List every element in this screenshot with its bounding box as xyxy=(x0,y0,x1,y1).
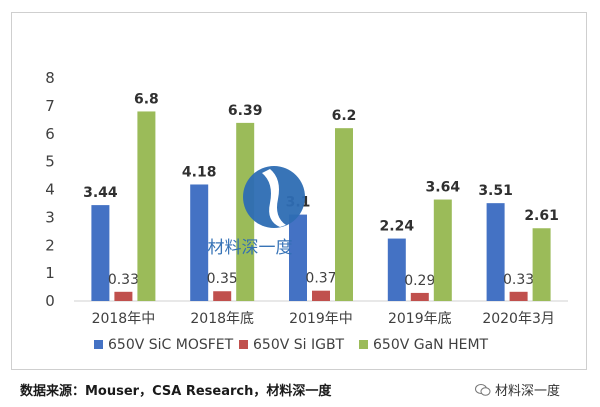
badge-text: 材料深一度 xyxy=(495,384,561,399)
legend-swatch xyxy=(359,340,368,349)
y-tick-label: 8 xyxy=(45,69,55,87)
watermark-logo: 材料深一度 xyxy=(208,166,305,258)
bar xyxy=(137,111,156,301)
legend-swatch xyxy=(94,340,103,349)
y-tick-label: 0 xyxy=(45,292,55,310)
data-label: 3.51 xyxy=(478,183,513,199)
x-tick-label: 2019年底 xyxy=(388,311,452,327)
data-label: 0.37 xyxy=(305,271,336,287)
bar xyxy=(387,238,406,301)
y-tick-label: 4 xyxy=(45,181,55,199)
x-tick-label: 2018年中 xyxy=(92,311,156,327)
legend-label: 650V Si IGBT xyxy=(253,337,345,353)
x-tick-label: 2020年3月 xyxy=(482,311,555,327)
bar xyxy=(190,184,209,301)
data-label: 0.33 xyxy=(503,272,534,288)
y-tick-label: 5 xyxy=(45,153,55,171)
legend-label: 650V SiC MOSFET xyxy=(108,337,234,353)
bar xyxy=(410,292,429,301)
data-label: 3.44 xyxy=(83,185,118,201)
data-label: 4.18 xyxy=(182,164,217,180)
bar xyxy=(532,228,551,301)
data-label: 6.39 xyxy=(228,103,263,119)
y-tick-label: 3 xyxy=(45,208,55,226)
data-label: 0.35 xyxy=(207,271,238,287)
bar xyxy=(486,203,505,301)
y-tick-label: 6 xyxy=(45,125,55,143)
bar xyxy=(335,128,353,301)
bar xyxy=(114,291,133,301)
data-label: 2.61 xyxy=(524,208,559,224)
bar xyxy=(236,122,255,301)
source-caption: 数据来源：Mouser，CSA Research，材料深一度 xyxy=(20,384,332,399)
y-tick-label: 7 xyxy=(45,97,55,115)
data-label: 0.29 xyxy=(404,273,435,289)
data-label: 3.64 xyxy=(426,180,461,196)
bar-chart: 0 1 2 3 4 5 6 7 8 3.44 0.33 6.8 2018年中 4.18 0.35 6.39 20… xyxy=(45,69,568,353)
x-tick-label: 2019年中 xyxy=(289,311,353,327)
data-label: 2.24 xyxy=(380,219,415,235)
bar xyxy=(289,214,307,301)
bar xyxy=(433,199,452,301)
bar xyxy=(213,291,232,301)
data-label: 0.33 xyxy=(108,272,139,288)
wechat-badge: 材料深一度 xyxy=(475,380,560,399)
watermark-swoosh xyxy=(262,169,286,227)
bar xyxy=(312,290,330,301)
wechat-icon xyxy=(475,384,491,396)
legend-label: 650V GaN HEMT xyxy=(373,337,489,353)
chart-frame: 0 1 2 3 4 5 6 7 8 3.44 0.33 6.8 2018年中 4.18 0.35 6.39 20… xyxy=(11,12,587,370)
bar xyxy=(509,291,528,301)
y-tick-label: 1 xyxy=(45,264,55,282)
bar xyxy=(91,205,110,301)
data-label: 6.2 xyxy=(332,108,357,124)
legend-swatch xyxy=(239,340,248,349)
x-tick-label: 2018年底 xyxy=(190,311,254,327)
watermark-text: 材料深一度 xyxy=(208,238,293,258)
data-label: 6.8 xyxy=(134,91,159,107)
y-tick-label: 2 xyxy=(45,236,55,254)
